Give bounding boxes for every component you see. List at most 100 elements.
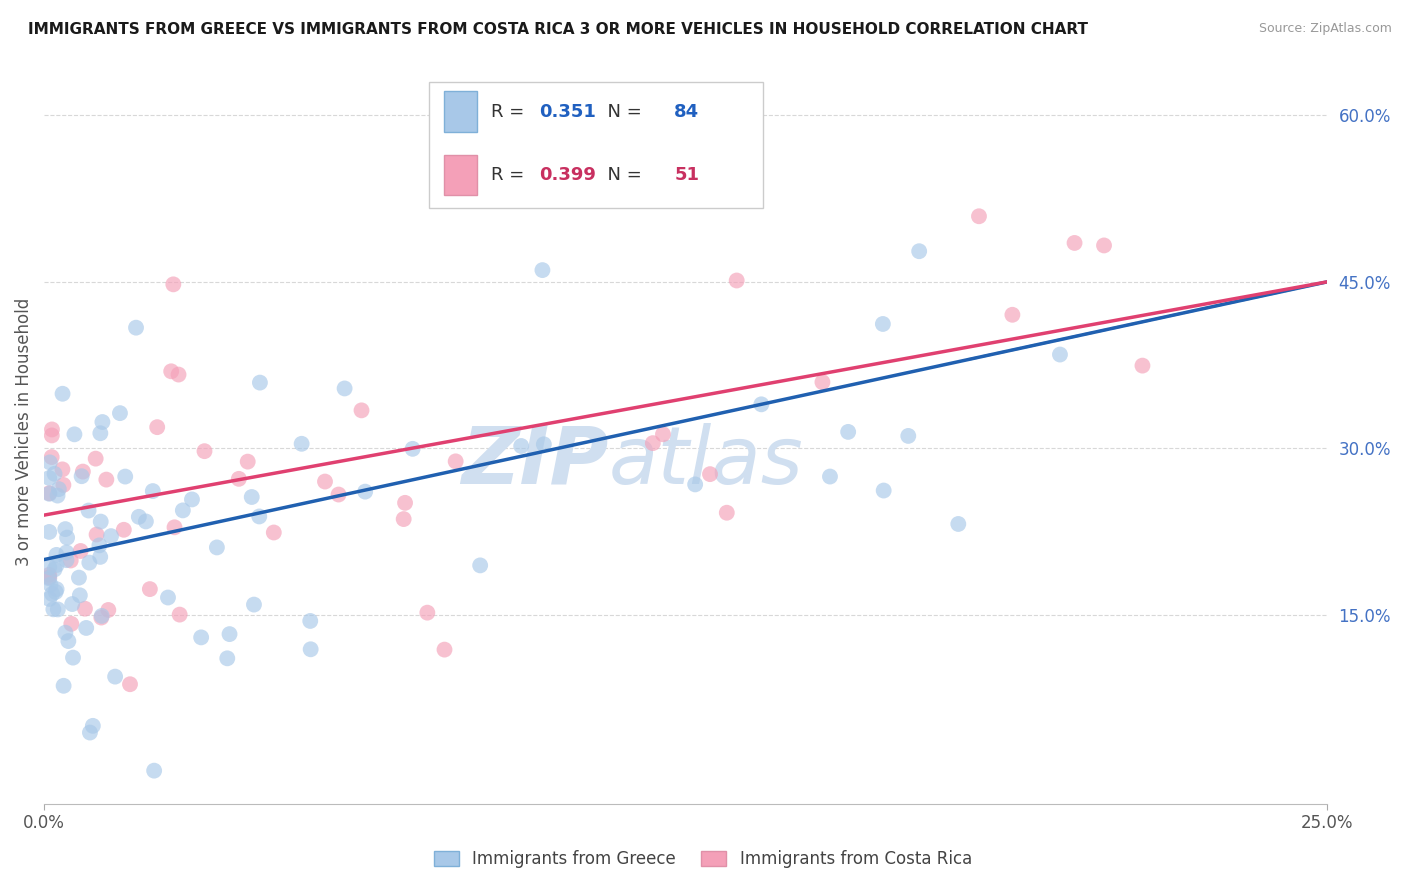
Point xyxy=(41,422,63,436)
Point xyxy=(333,381,356,395)
Point xyxy=(160,364,183,378)
Point xyxy=(90,608,112,623)
Point xyxy=(100,529,122,543)
Point xyxy=(243,598,266,612)
Point xyxy=(38,471,60,485)
Point xyxy=(249,376,271,390)
Point xyxy=(38,487,60,501)
Point xyxy=(69,588,91,602)
Point xyxy=(84,451,107,466)
Point xyxy=(218,627,240,641)
Point xyxy=(652,427,675,442)
Point xyxy=(401,442,423,456)
Point xyxy=(114,469,136,483)
Point xyxy=(77,503,100,517)
Point xyxy=(69,544,91,558)
Point xyxy=(70,469,93,483)
Point xyxy=(444,454,467,468)
Point xyxy=(55,545,77,559)
Point xyxy=(190,631,212,645)
Point xyxy=(41,428,63,442)
Point xyxy=(146,420,169,434)
Point xyxy=(104,670,127,684)
Point xyxy=(948,516,970,531)
Point xyxy=(683,477,706,491)
Point xyxy=(135,515,157,529)
Point xyxy=(91,415,114,429)
Point xyxy=(125,320,148,334)
Point xyxy=(263,525,285,540)
Point xyxy=(45,558,67,572)
Point xyxy=(46,489,69,503)
Point xyxy=(79,725,101,739)
Point xyxy=(314,475,336,489)
Point xyxy=(62,650,84,665)
Point xyxy=(228,472,250,486)
Point xyxy=(193,444,215,458)
Point xyxy=(41,587,63,601)
Point xyxy=(96,473,118,487)
Point xyxy=(217,651,239,665)
Point xyxy=(79,556,101,570)
Point xyxy=(510,439,533,453)
Point xyxy=(67,571,90,585)
Point xyxy=(167,368,190,382)
Point xyxy=(38,570,60,584)
Point xyxy=(299,642,322,657)
Text: R =: R = xyxy=(491,166,530,184)
Point xyxy=(89,538,111,552)
Point xyxy=(872,317,894,331)
Point xyxy=(139,582,162,596)
Text: N =: N = xyxy=(596,103,647,120)
Point xyxy=(350,403,373,417)
Text: 51: 51 xyxy=(675,166,699,184)
Point xyxy=(156,591,179,605)
Point xyxy=(75,621,97,635)
Point xyxy=(38,455,60,469)
Point xyxy=(1063,235,1085,250)
Point xyxy=(55,625,77,640)
Point xyxy=(416,606,439,620)
Point xyxy=(392,512,415,526)
Point xyxy=(291,437,314,451)
Point xyxy=(172,503,194,517)
Point xyxy=(52,679,75,693)
Point xyxy=(1132,359,1154,373)
Point xyxy=(716,506,738,520)
Point xyxy=(38,524,60,539)
Point xyxy=(749,397,772,411)
Point xyxy=(46,602,69,616)
Point xyxy=(163,520,186,534)
Point xyxy=(470,558,492,573)
Point xyxy=(59,553,82,567)
Point xyxy=(128,509,150,524)
Point xyxy=(142,484,165,499)
FancyBboxPatch shape xyxy=(429,82,762,209)
Legend: Immigrants from Greece, Immigrants from Costa Rica: Immigrants from Greece, Immigrants from … xyxy=(427,844,979,875)
Point xyxy=(82,719,104,733)
Point xyxy=(837,425,859,439)
Point xyxy=(205,541,228,555)
Point xyxy=(533,437,555,451)
Point xyxy=(52,478,75,492)
Point xyxy=(143,764,166,778)
Point xyxy=(90,610,112,624)
Point xyxy=(181,492,204,507)
Point xyxy=(55,553,77,567)
Point xyxy=(58,634,80,648)
Bar xyxy=(444,154,477,195)
Point xyxy=(97,603,120,617)
Point xyxy=(108,406,131,420)
Point xyxy=(48,482,70,496)
Text: Source: ZipAtlas.com: Source: ZipAtlas.com xyxy=(1258,22,1392,36)
Point xyxy=(699,467,721,482)
Point xyxy=(45,548,67,562)
Point xyxy=(38,591,60,606)
Point xyxy=(39,577,62,591)
Point xyxy=(89,426,111,441)
Point xyxy=(60,597,83,611)
Point xyxy=(44,562,66,576)
Point xyxy=(51,462,73,476)
Point xyxy=(236,455,259,469)
Point xyxy=(811,375,834,389)
